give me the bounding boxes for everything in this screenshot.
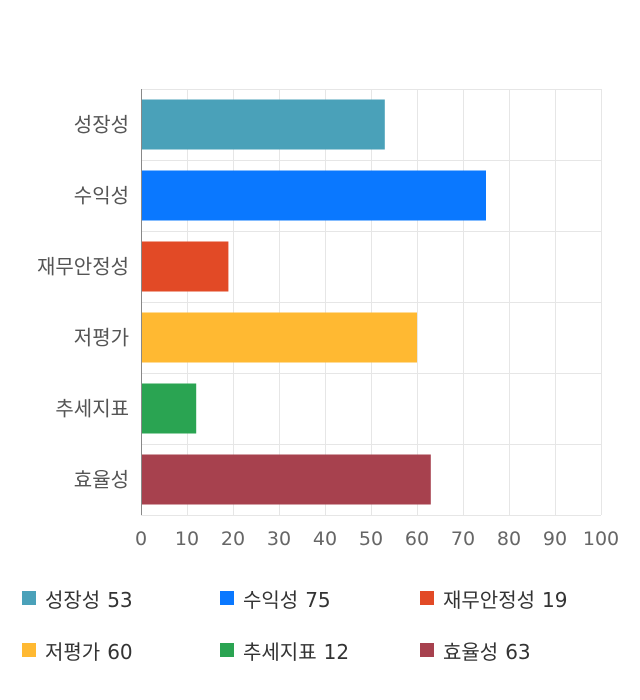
legend-swatch <box>22 643 36 657</box>
legend-label: 저평가 <box>45 639 101 664</box>
legend-item: 재무안정성 19 <box>420 580 567 616</box>
legend-item: 추세지표 12 <box>220 632 349 668</box>
legend: 성장성 53 수익성 75 재무안정성 19 저평가 60 추세지표 12 효율성 63 <box>0 578 640 688</box>
legend-label: 효율성 <box>443 639 499 664</box>
x-tick-label: 40 <box>313 528 337 550</box>
legend-item: 성장성 53 <box>22 580 133 616</box>
y-tick-label: 성장성 <box>74 113 129 137</box>
grid-lines <box>141 89 602 516</box>
legend-value: 60 <box>107 639 133 664</box>
x-axis-labels: 0 10 20 30 40 50 60 70 80 90 100 <box>135 528 619 550</box>
legend-value: 53 <box>107 587 133 612</box>
y-tick-label: 수익성 <box>74 184 129 208</box>
bar <box>141 383 197 434</box>
y-tick-label: 추세지표 <box>55 397 129 421</box>
y-tick-label: 효율성 <box>74 468 129 492</box>
bar <box>141 312 417 363</box>
legend-item: 수익성 75 <box>220 580 331 616</box>
legend-value: 19 <box>542 587 568 612</box>
legend-label: 재무안정성 <box>443 587 535 612</box>
bar <box>141 241 229 292</box>
legend-swatch <box>22 591 36 605</box>
legend-item: 효율성 63 <box>420 632 531 668</box>
legend-swatch <box>220 591 234 605</box>
bar <box>141 99 385 150</box>
x-tick-label: 20 <box>221 528 245 550</box>
x-tick-label: 60 <box>405 528 429 550</box>
legend-swatch <box>420 643 434 657</box>
x-tick-label: 90 <box>543 528 567 550</box>
y-tick-label: 저평가 <box>74 326 129 350</box>
legend-label: 추세지표 <box>243 639 317 664</box>
legend-value: 63 <box>505 639 531 664</box>
legend-label: 수익성 <box>243 587 299 612</box>
x-tick-label: 30 <box>267 528 291 550</box>
x-tick-label: 50 <box>359 528 383 550</box>
bars <box>141 99 486 505</box>
legend-swatch <box>220 643 234 657</box>
legend-item: 저평가 60 <box>22 632 133 668</box>
legend-value: 75 <box>305 587 331 612</box>
x-tick-label: 100 <box>583 528 619 550</box>
x-tick-label: 70 <box>451 528 475 550</box>
x-tick-label: 0 <box>135 528 147 550</box>
x-tick-label: 10 <box>175 528 199 550</box>
y-tick-label: 재무안정성 <box>37 255 129 279</box>
bar <box>141 170 486 221</box>
x-tick-label: 80 <box>497 528 521 550</box>
legend-swatch <box>420 591 434 605</box>
legend-label: 성장성 <box>45 587 101 612</box>
legend-value: 12 <box>323 639 350 664</box>
bar <box>141 454 431 505</box>
